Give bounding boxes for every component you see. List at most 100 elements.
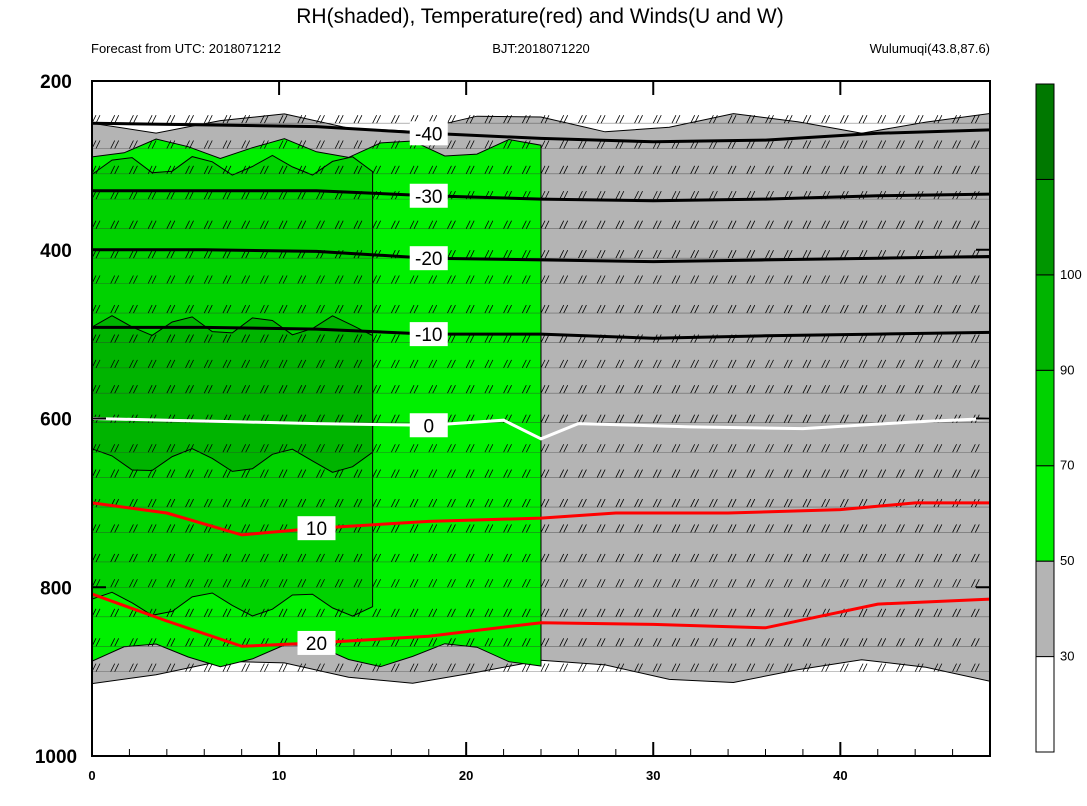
wind-barb: [563, 579, 569, 588]
wind-barb: [858, 638, 864, 647]
wind-barb: [974, 304, 980, 314]
wind-barb: [933, 553, 939, 563]
wind-barb: [652, 414, 658, 423]
wind-barb: [241, 165, 247, 174]
wind-barb: [619, 498, 625, 508]
wind-barb: [428, 524, 434, 533]
wind-barb: [952, 553, 957, 563]
wind-barb: [783, 638, 789, 647]
wind-barb: [731, 220, 737, 229]
wind-barb: [170, 498, 176, 508]
wind-barb: [114, 663, 120, 672]
wind-barb: [503, 469, 508, 478]
wind-barb: [825, 304, 830, 314]
wind-barb: [432, 553, 438, 563]
wind-barb: [694, 524, 700, 533]
wind-barb: [956, 275, 961, 284]
wind-barb: [226, 190, 232, 200]
wind-barb: [619, 524, 625, 533]
wind-barb: [488, 469, 494, 478]
wind-barb: [447, 498, 452, 508]
wind-barb: [994, 470, 998, 478]
wind-barb: [994, 250, 998, 258]
wind-barb: [600, 385, 606, 394]
wind-barb: [769, 638, 774, 647]
wind-barb: [862, 553, 868, 563]
wind-barb: [952, 165, 957, 174]
wind-barb: [952, 140, 957, 149]
wind-barb: [334, 359, 340, 369]
wind-barb: [409, 304, 415, 314]
wind-barb: [563, 414, 569, 423]
wind-barb: [353, 115, 359, 124]
wind-barb: [769, 663, 774, 672]
wind-barb: [746, 444, 752, 453]
wind-barb: [338, 115, 344, 124]
wind-barb: [133, 469, 138, 478]
wind-barb: [428, 663, 434, 672]
wind-barb: [241, 663, 247, 672]
wind-barb: [671, 304, 677, 314]
wind-barb: [638, 165, 643, 174]
wind-barb: [952, 334, 957, 343]
wind-barb: [787, 165, 793, 174]
wind-barb: [615, 498, 621, 508]
wind-barb: [615, 359, 621, 369]
wind-barb: [559, 663, 565, 672]
wind-barb: [974, 385, 980, 394]
wind-barb: [521, 115, 527, 124]
wind-barb: [185, 115, 190, 124]
wind-barb: [222, 140, 228, 149]
wind-barb: [413, 220, 419, 229]
wind-barb: [634, 385, 639, 394]
wind-barb: [151, 385, 157, 394]
wind-barb: [652, 638, 658, 647]
wind-barb: [937, 359, 943, 369]
wind-barb: [170, 165, 176, 174]
wind-barb: [839, 385, 845, 394]
wind-barb: [843, 663, 849, 672]
wind-barb: [376, 334, 381, 343]
wind-barb: [746, 579, 752, 588]
wind-barb: [185, 608, 190, 617]
wind-barb: [301, 220, 307, 229]
wind-barb: [825, 275, 830, 284]
wind-barb: [264, 140, 269, 149]
wind-barb: [806, 165, 812, 174]
wind-barb: [559, 469, 565, 478]
wind-barb: [918, 469, 924, 478]
wind-barb: [709, 220, 714, 229]
wind-barb: [357, 140, 363, 149]
wind-barb: [559, 553, 565, 563]
wind-barb: [222, 469, 228, 478]
wind-barb: [203, 608, 209, 617]
wind-barb: [503, 579, 508, 588]
wind-barb: [521, 524, 527, 533]
colorbar-label: 70: [1060, 458, 1074, 473]
wind-barb: [278, 140, 284, 149]
wind-barb: [596, 608, 602, 617]
wind-barb: [952, 608, 957, 617]
wind-barb: [578, 304, 583, 314]
wind-barb: [858, 469, 864, 478]
wind-barb: [110, 275, 116, 284]
wind-barb: [787, 414, 793, 423]
wind-barb: [933, 334, 939, 343]
wind-barb: [278, 165, 284, 174]
wind-barb: [525, 275, 531, 284]
wind-barb: [260, 444, 265, 453]
wind-barb: [503, 444, 508, 453]
wind-barb: [129, 638, 134, 647]
wind-barb: [881, 140, 887, 149]
wind-barb: [222, 220, 228, 229]
wind-barb: [974, 359, 980, 369]
wind-barb: [432, 579, 438, 588]
wind-barb: [802, 414, 808, 423]
wind-barb: [320, 334, 325, 343]
wind-barb: [338, 498, 344, 508]
wind-barb: [918, 220, 924, 229]
wind-barb: [746, 304, 752, 314]
wind-barb: [316, 190, 321, 200]
wind-barb: [727, 444, 733, 453]
wind-barb: [245, 359, 251, 369]
